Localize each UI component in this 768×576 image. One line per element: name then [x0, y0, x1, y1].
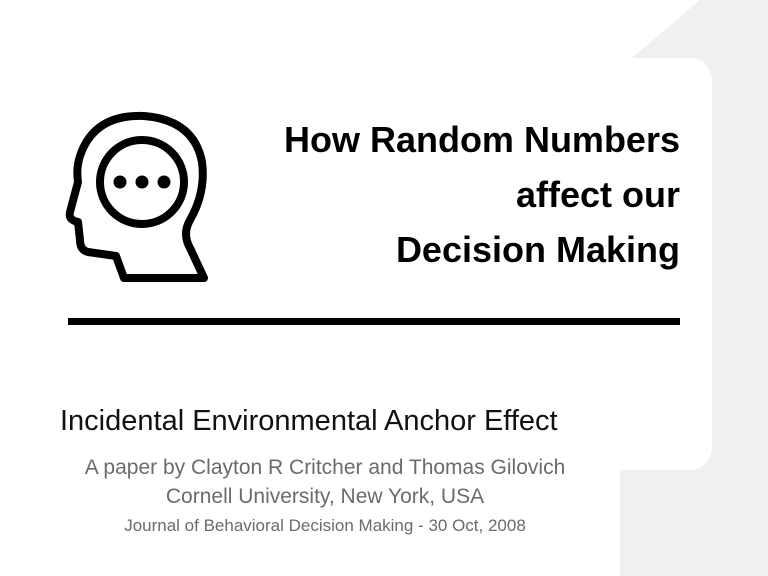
content-panel	[540, 58, 712, 470]
head-thinking-icon	[65, 111, 208, 282]
title-line: affect our	[515, 174, 680, 215]
journal-citation: Journal of Behavioral Decision Making - …	[124, 516, 526, 535]
affiliation: Cornell University, New York, USA	[165, 485, 485, 508]
title-line: How Random Numbers	[283, 119, 680, 160]
title-line: Decision Making	[395, 229, 680, 270]
slide-title: How Random Numbers affect our Decision M…	[284, 112, 680, 277]
title-divider	[68, 318, 680, 325]
authors: A paper by Clayton R Critcher and Thomas…	[84, 456, 566, 479]
authors-block: A paper by Clayton R Critcher and Thomas…	[40, 453, 610, 511]
slide-subtitle: Incidental Environmental Anchor Effect	[60, 405, 558, 437]
